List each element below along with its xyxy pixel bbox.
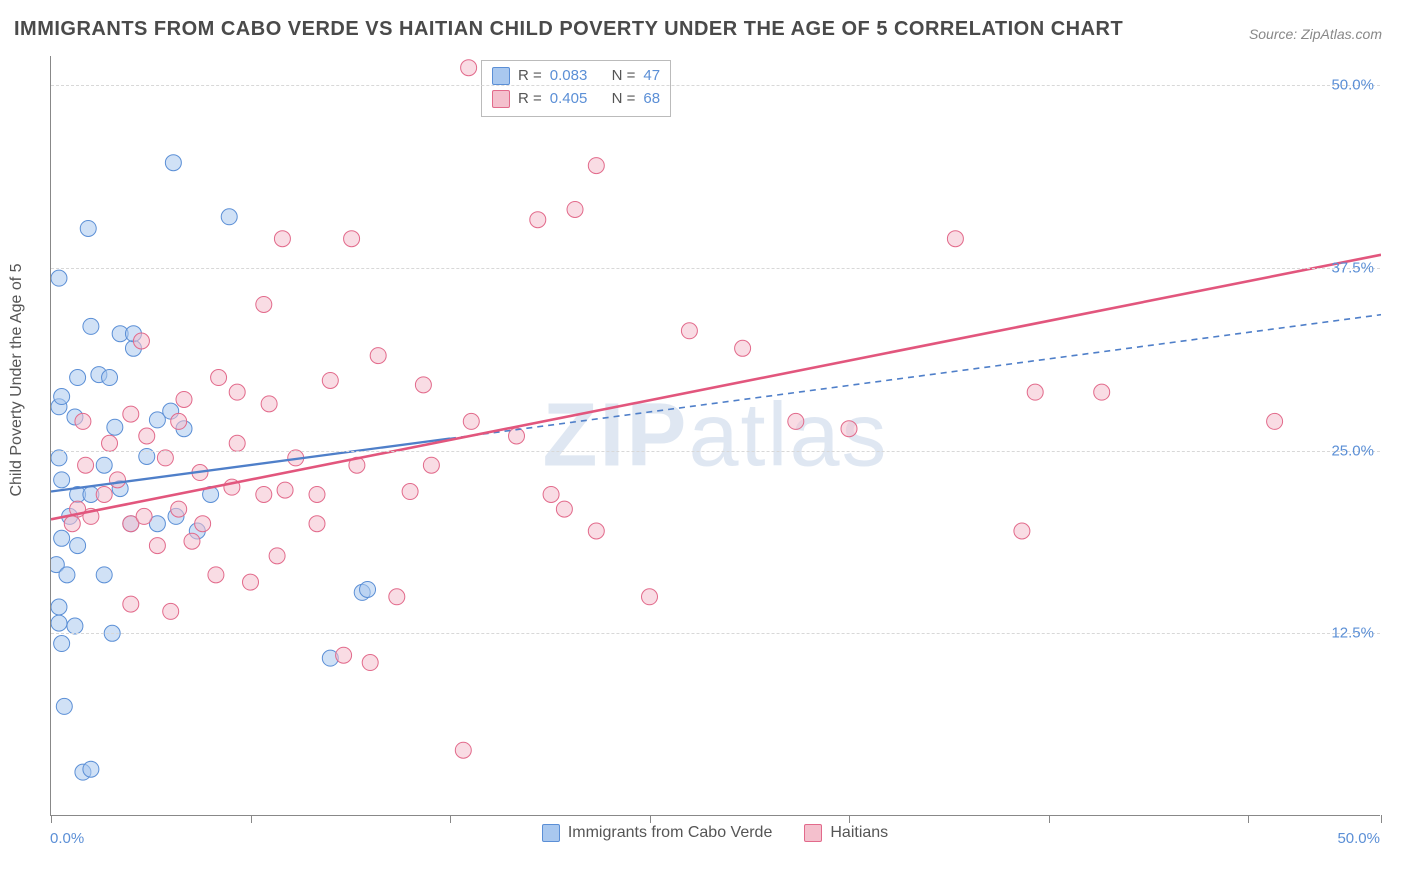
r-value-2: 0.405 [550,88,588,111]
source-name: ZipAtlas.com [1301,26,1382,42]
x-tick-mark [849,815,850,823]
source-label: Source: ZipAtlas.com [1249,26,1382,42]
x-tick-mark [1248,815,1249,823]
x-tick-mark [1049,815,1050,823]
x-tick-mark [450,815,451,823]
y-tick-label: 37.5% [1331,259,1374,276]
gridline-h [51,451,1380,452]
source-prefix: Source: [1249,26,1301,42]
swatch-series-1 [492,67,510,85]
swatch-series-1-bottom [542,824,560,842]
swatch-series-2-bottom [804,824,822,842]
n-value-2: 68 [643,88,660,111]
r-label-1: R = [518,65,542,88]
x-tick-min: 0.0% [50,830,84,847]
legend-row-series-1: R = 0.083 N = 47 [492,65,660,88]
y-tick-label: 12.5% [1331,625,1374,642]
legend-label-1: Immigrants from Cabo Verde [568,824,773,842]
watermark: ZIPatlas [542,384,888,487]
gridline-h [51,85,1380,86]
legend-label-2: Haitians [830,824,888,842]
gridline-h [51,268,1380,269]
chart-title: IMMIGRANTS FROM CABO VERDE VS HAITIAN CH… [14,18,1123,41]
r-value-1: 0.083 [550,65,588,88]
watermark-bold: ZIP [542,385,688,485]
x-tick-mark [251,815,252,823]
y-axis-label: Child Poverty Under the Age of 5 [8,263,26,496]
legend-categories: Immigrants from Cabo Verde Haitians [50,824,1380,842]
scatter-chart: ZIPatlas R = 0.083 N = 47 R = 0.405 N = … [50,56,1380,816]
y-tick-label: 50.0% [1331,77,1374,94]
watermark-light: atlas [688,385,888,485]
plot-svg [51,56,1381,816]
x-tick-mark [51,815,52,823]
n-label-2: N = [612,88,636,111]
x-tick-max: 50.0% [1337,830,1380,847]
r-label-2: R = [518,88,542,111]
x-tick-mark [1381,815,1382,823]
legend-item-series-2: Haitians [804,824,888,842]
legend-row-series-2: R = 0.405 N = 68 [492,88,660,111]
x-tick-mark [650,815,651,823]
legend-correlation: R = 0.083 N = 47 R = 0.405 N = 68 [481,60,671,117]
gridline-h [51,633,1380,634]
legend-item-series-1: Immigrants from Cabo Verde [542,824,773,842]
n-label-1: N = [612,65,636,88]
n-value-1: 47 [643,65,660,88]
swatch-series-2 [492,90,510,108]
y-tick-label: 25.0% [1331,442,1374,459]
